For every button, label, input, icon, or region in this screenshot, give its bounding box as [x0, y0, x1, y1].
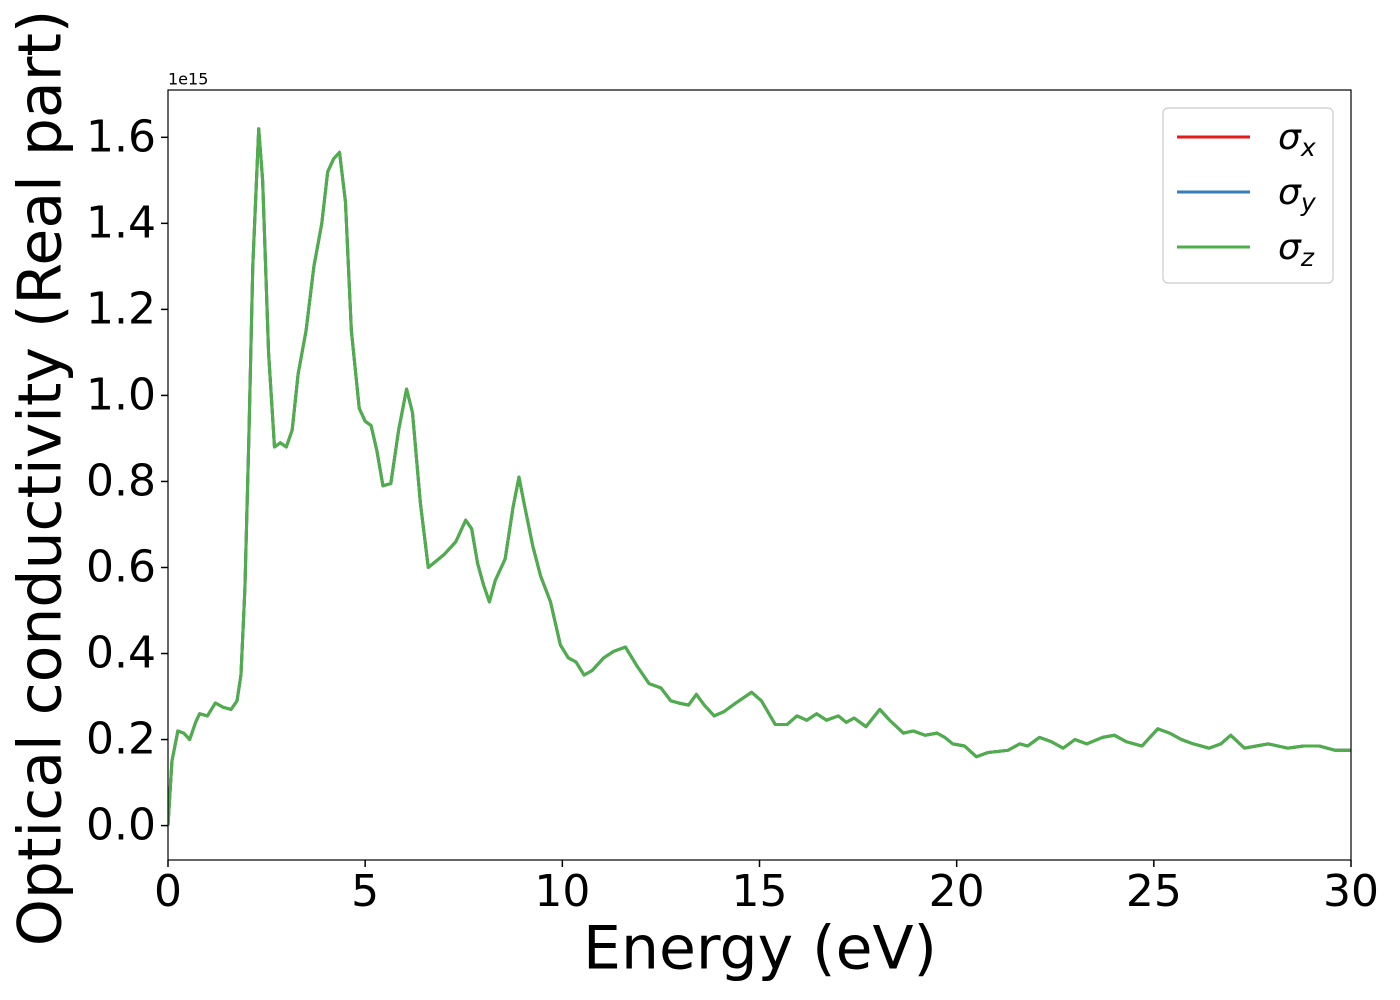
- x-tick-label: 30: [1323, 866, 1379, 917]
- y-offset-label: 1e15: [168, 70, 208, 89]
- y-tick-label: 1.4: [86, 197, 156, 248]
- legend-box: [1162, 107, 1334, 284]
- x-tick-label: 0: [154, 866, 182, 917]
- x-tick-label: 20: [929, 866, 985, 917]
- x-tick-label: 15: [732, 866, 788, 917]
- x-axis-label: Energy (eV): [583, 914, 937, 984]
- y-tick-label: 1.0: [86, 369, 156, 420]
- y-axis-label: Optical conductivity (Real part): [6, 10, 76, 947]
- x-tick-label: 5: [351, 866, 379, 917]
- y-tick-label: 0.6: [86, 541, 156, 592]
- y-tick-label: 0.8: [86, 455, 156, 506]
- y-tick-label: 1.6: [86, 111, 156, 162]
- x-tick-label: 10: [534, 866, 590, 917]
- y-tick-label: 0.2: [86, 714, 156, 765]
- plot-lines: [168, 127, 1351, 826]
- x-tick-label: 25: [1126, 866, 1182, 917]
- plot-frame: [167, 89, 1352, 861]
- y-tick-label: 1.2: [86, 283, 156, 334]
- series-line: [168, 127, 1351, 826]
- y-tick-label: 0.0: [86, 800, 156, 851]
- y-tick-label: 0.4: [86, 628, 156, 679]
